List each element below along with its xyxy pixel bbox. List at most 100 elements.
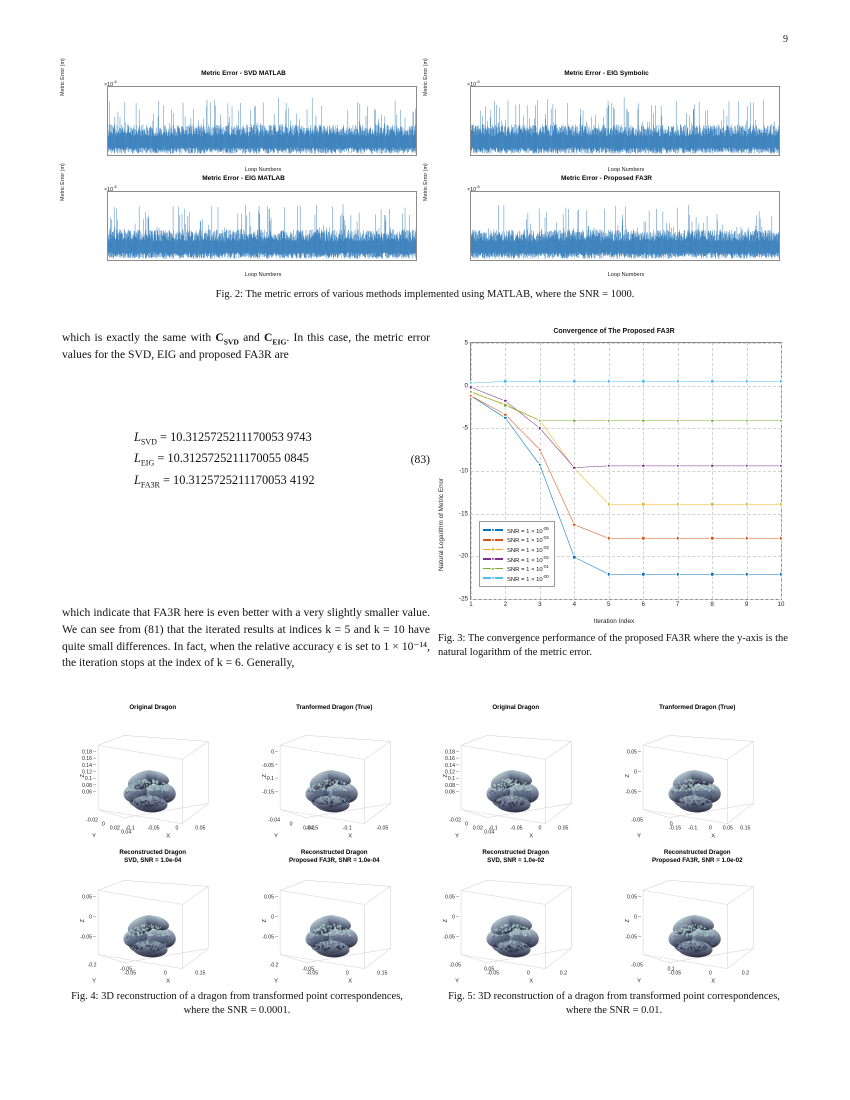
dragon-axis-x: X <box>529 834 533 840</box>
grid-line <box>471 343 781 344</box>
svg-text:-0.2: -0.2 <box>269 963 278 969</box>
x-axis-tick: 4 <box>572 601 577 608</box>
body-paragraph-2: which indicate that FA3R here is even be… <box>62 606 430 670</box>
data-point-marker <box>641 463 646 469</box>
dragon-title-line-1: Reconstructed Dragon <box>482 849 550 856</box>
grid-line <box>539 343 541 599</box>
y-axis-label: Metric Error (m) <box>423 163 429 201</box>
svg-text:0.1: 0.1 <box>448 776 455 782</box>
dragon-axes: 0.05 0 -0.05 -0.05 0 0.2 -0.05 0.05 Z X Y <box>425 869 607 988</box>
y-axis-exponent-multiplier: ×10-6 <box>104 79 117 88</box>
figure-3-y-axis-label: Natural Logarithm of Metric Error <box>438 477 445 571</box>
y-axis-exponent-multiplier: ×10-6 <box>104 184 117 193</box>
svg-text:0: 0 <box>271 914 274 920</box>
svg-text:0.06: 0.06 <box>82 790 92 796</box>
legend-label: SNR = 1 × 10-01 <box>507 564 549 574</box>
data-point-marker <box>572 465 577 470</box>
legend-item: SNR = 1 × 10-01 <box>483 564 549 574</box>
svg-text:0.05: 0.05 <box>626 894 636 900</box>
dragon-3d-plot: Original Dragon 0.18 0.16 0.14 0.12 0.1 0.08 0.… <box>62 700 244 845</box>
svg-text:0: 0 <box>164 971 167 977</box>
dragon-axis-x: X <box>348 979 352 985</box>
data-point-marker <box>641 572 646 577</box>
dragon-axis-z: Z <box>625 773 631 777</box>
c-svd-symbol: CSVD <box>215 331 239 347</box>
svg-text:0: 0 <box>539 826 542 832</box>
legend-label: SNR = 1 × 10-04 <box>507 535 549 545</box>
svg-text:-0.05: -0.05 <box>262 763 274 769</box>
svg-text:-0.02: -0.02 <box>449 818 461 824</box>
data-point-marker <box>503 398 508 404</box>
legend-swatch <box>483 566 503 571</box>
svg-text:0.05: 0.05 <box>263 894 273 900</box>
dragon-axis-x: X <box>166 834 170 840</box>
equation-expression: LFA3R = 10.3125725211170053 4192 <box>134 472 315 490</box>
data-point-marker <box>606 536 611 541</box>
svg-text:-0.05: -0.05 <box>631 963 643 969</box>
x-axis-tick: 3 <box>538 601 542 608</box>
figure-2-caption: Fig. 2: The metric errors of various met… <box>215 289 635 300</box>
svg-text:0.16: 0.16 <box>445 756 455 762</box>
data-point-marker <box>503 379 508 384</box>
dragon-axis-z: Z <box>443 773 449 777</box>
svg-text:0: 0 <box>452 914 455 920</box>
data-point-marker <box>744 502 749 507</box>
figure-3-x-axis-label: Iteration Index <box>593 618 635 625</box>
dragon-axes: 0.18 0.16 0.14 0.12 0.1 0.08 0.06 -0.1 -0.05 0 0.0… <box>62 724 244 843</box>
y-axis-exponent-multiplier: ×10-6 <box>467 184 480 193</box>
grid-line <box>471 343 472 599</box>
dragon-3d-plot: Reconstructed Dragon SVD, SNR = 1.0e-02 0.… <box>425 845 607 990</box>
metric-error-series <box>108 87 416 155</box>
data-point-marker <box>606 572 611 577</box>
legend-label: SNR = 1 × 10-00 <box>507 573 549 583</box>
plot-title: Metric Error - SVD MATLAB <box>201 70 286 77</box>
svg-text:0.1: 0.1 <box>85 776 92 782</box>
y-axis-tick: -25 <box>459 595 468 603</box>
dragon-figures: Original Dragon 0.18 0.16 0.14 0.12 0.1 0.08 0.… <box>62 700 788 990</box>
grid-line <box>643 343 645 599</box>
legend-label: SNR = 1 × 10-02 <box>507 554 549 564</box>
svg-text:0: 0 <box>634 914 637 920</box>
y-axis-label: Metric Error (m) <box>60 163 66 201</box>
dragon-3d-plot: Original Dragon 0.18 0.16 0.14 0.12 0.1 0.08 0.… <box>425 700 607 845</box>
metric-error-plot: Metric Error - SVD MATLAB ×10-6 Metric Err… <box>60 58 425 173</box>
para1-part-b: and <box>238 331 265 344</box>
svg-text:0.14: 0.14 <box>82 763 92 769</box>
metric-error-series <box>108 192 416 260</box>
plot-area: 8642001000200030004000500060007000800090… <box>107 191 417 261</box>
dragon-axes: 0.05 0 -0.05 -0.05 0 0.15 -0.2 -0.05 Z X Y <box>62 869 244 988</box>
svg-text:0: 0 <box>89 914 92 920</box>
data-point-marker <box>503 403 508 408</box>
svg-text:0: 0 <box>345 971 348 977</box>
figure-2-plot-grid: Metric Error - SVD MATLAB ×10-6 Metric Err… <box>60 58 788 278</box>
plot-area: 8642001000200030004000500060007000800090… <box>470 86 780 156</box>
dragon-axis-y: Y <box>637 834 641 840</box>
dragon-title-line-1: Tranformed Dragon (True) <box>296 704 373 711</box>
data-point-marker <box>641 379 646 384</box>
x-axis-label: Loop Numbers <box>607 167 645 173</box>
legend-item: SNR = 1 × 10-00 <box>483 573 549 583</box>
svg-text:-0.05: -0.05 <box>487 971 499 977</box>
data-point-marker <box>778 536 784 541</box>
data-point-marker <box>675 536 680 541</box>
svg-text:-0.05: -0.05 <box>511 826 523 832</box>
data-point-marker <box>709 536 715 541</box>
dragon-axis-y: Y <box>637 979 641 985</box>
x-axis-tick: 8 <box>710 601 714 608</box>
svg-text:0.05: 0.05 <box>484 967 494 973</box>
data-point-marker <box>537 462 543 468</box>
dragon-axis-z: Z <box>625 918 631 922</box>
data-point-marker <box>675 379 680 384</box>
y-axis-tick: -10 <box>459 467 468 475</box>
svg-text:-0.05: -0.05 <box>376 826 388 832</box>
data-point-marker <box>641 418 646 423</box>
data-point-marker <box>468 380 474 386</box>
dragon-axis-z: Z <box>443 918 449 922</box>
dragon-title-line-1: Reconstructed Dragon <box>300 849 368 856</box>
grid-line <box>471 428 781 430</box>
svg-text:-0.1: -0.1 <box>265 776 274 782</box>
dragon-3d-plot: Reconstructed Dragon SVD, SNR = 1.0e-04 0.… <box>62 845 244 990</box>
x-axis-tick: 1 <box>469 601 473 608</box>
plot-area: 8642001000200030004000500060007000800090… <box>107 86 417 156</box>
